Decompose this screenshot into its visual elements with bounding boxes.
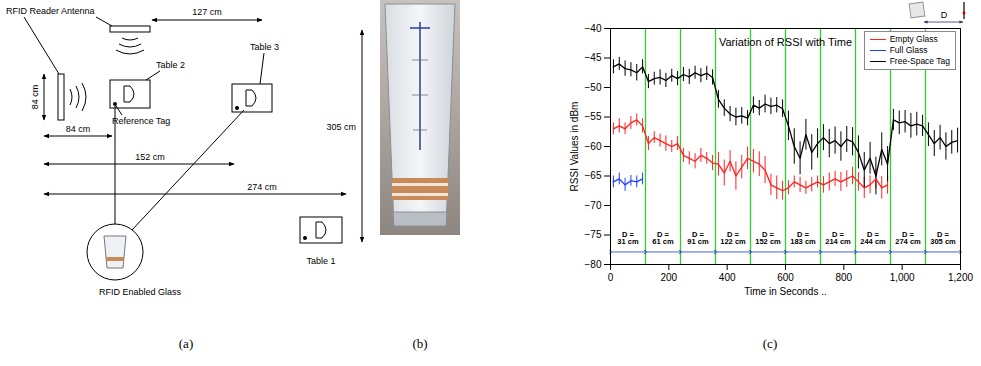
svg-text:−55: −55 — [585, 111, 602, 122]
svg-text:D =122 cm: D =122 cm — [720, 230, 746, 247]
svg-text:800: 800 — [835, 272, 852, 283]
svg-text:D =183 cm: D =183 cm — [790, 230, 816, 247]
svg-text:274 cm: 274 cm — [247, 182, 277, 192]
svg-text:−45: −45 — [585, 52, 602, 63]
svg-text:Table 2: Table 2 — [156, 60, 185, 70]
html-text:Free-Space Tag: Free-Space Tag — [889, 56, 950, 66]
svg-text:−75: −75 — [585, 229, 602, 240]
svg-text:0: 0 — [608, 272, 614, 283]
svg-text:RSSI Values in dBm: RSSI Values in dBm — [569, 102, 580, 192]
html-text:(a): (a) — [178, 336, 194, 351]
svg-text:84 cm: 84 cm — [66, 124, 91, 134]
svg-text:−60: −60 — [585, 141, 602, 152]
html-text:Full Glass: Full Glass — [889, 45, 928, 55]
svg-text:400: 400 — [719, 272, 736, 283]
svg-text:−40: −40 — [585, 23, 602, 34]
svg-text:D =91 cm: D =91 cm — [687, 230, 709, 247]
svg-text:Table 3: Table 3 — [250, 42, 279, 52]
html-text:(b): (b) — [412, 336, 428, 351]
svg-text:84 cm: 84 cm — [30, 85, 40, 110]
svg-text:D: D — [941, 10, 948, 20]
svg-text:−65: −65 — [585, 170, 602, 181]
svg-text:D =274 cm: D =274 cm — [895, 230, 921, 247]
svg-text:−70: −70 — [585, 200, 602, 211]
svg-text:D =31 cm: D =31 cm — [617, 230, 639, 247]
svg-text:Table 1: Table 1 — [306, 256, 335, 266]
svg-text:1,000: 1,000 — [890, 272, 915, 283]
svg-text:200: 200 — [660, 272, 677, 283]
svg-text:Time in Seconds ..: Time in Seconds .. — [744, 286, 826, 297]
svg-text:Variation of RSSI with Time: Variation of RSSI with Time — [719, 36, 852, 48]
svg-text:D =61 cm: D =61 cm — [652, 230, 674, 247]
svg-text:RFID Reader Antenna: RFID Reader Antenna — [6, 6, 95, 16]
svg-text:−80: −80 — [585, 259, 602, 270]
svg-text:D =305 cm: D =305 cm — [930, 230, 956, 247]
svg-text:RFID Enabled Glass: RFID Enabled Glass — [99, 287, 182, 297]
svg-text:−50: −50 — [585, 82, 602, 93]
svg-text:D =214 cm: D =214 cm — [825, 230, 851, 247]
svg-text:Reference Tag: Reference Tag — [112, 116, 170, 126]
svg-text:127 cm: 127 cm — [192, 7, 222, 17]
svg-text:600: 600 — [777, 272, 794, 283]
svg-text:152 cm: 152 cm — [135, 152, 165, 162]
svg-text:D =152 cm: D =152 cm — [755, 230, 781, 247]
html-text:Empty Glass: Empty Glass — [889, 34, 938, 44]
html-text:(c): (c) — [762, 336, 778, 351]
svg-text:D =244 cm: D =244 cm — [860, 230, 886, 247]
svg-text:305 cm: 305 cm — [326, 122, 356, 132]
svg-text:1,200: 1,200 — [948, 272, 973, 283]
